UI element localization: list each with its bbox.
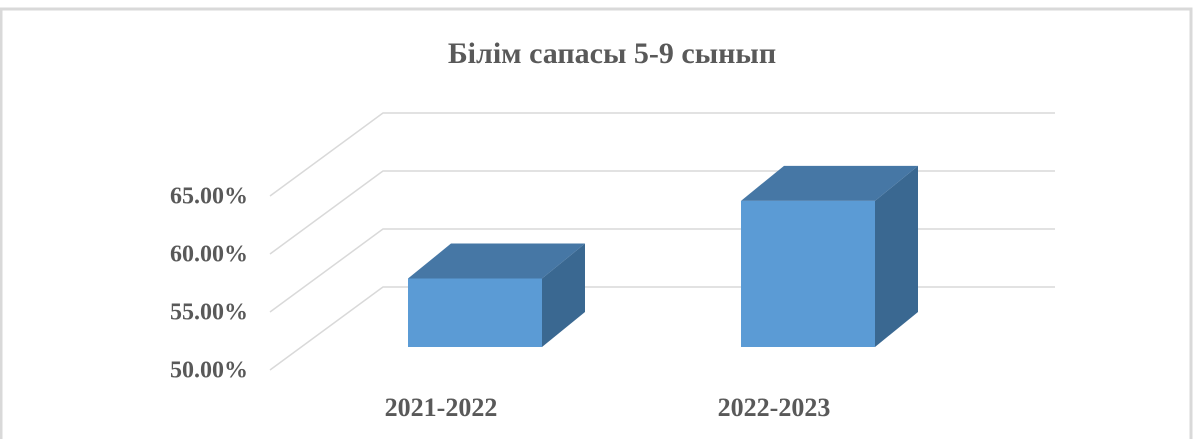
bar-side bbox=[542, 243, 585, 347]
bar-side bbox=[875, 165, 918, 347]
bar bbox=[741, 165, 918, 347]
bar bbox=[408, 243, 585, 347]
bar-front bbox=[741, 200, 875, 347]
chart-frame bbox=[0, 7, 1193, 439]
chart-title: Білім сапасы 5-9 сынып bbox=[448, 37, 776, 70]
y-tick-label: 65.00% bbox=[170, 184, 248, 210]
x-tick-label: 2022-2023 bbox=[718, 393, 831, 422]
y-tick-label: 60.00% bbox=[170, 242, 248, 268]
y-tick-label: 50.00% bbox=[170, 358, 248, 384]
grid-line bbox=[269, 112, 1055, 197]
x-tick-label: 2021-2022 bbox=[385, 393, 498, 422]
bar-front bbox=[408, 278, 542, 347]
y-tick-label: 55.00% bbox=[170, 300, 248, 326]
bar-top bbox=[408, 243, 585, 279]
bar-top bbox=[741, 165, 918, 201]
